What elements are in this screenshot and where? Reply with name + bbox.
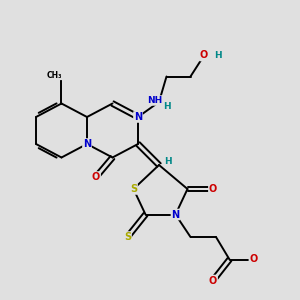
Text: H: H [164, 158, 172, 166]
Text: N: N [83, 139, 91, 149]
Text: O: O [209, 275, 217, 286]
Text: CH₃: CH₃ [46, 70, 62, 80]
Text: N: N [171, 209, 180, 220]
Text: H: H [164, 102, 171, 111]
Text: O: O [200, 50, 208, 61]
Text: N: N [134, 112, 142, 122]
Text: O: O [209, 184, 217, 194]
Text: O: O [92, 172, 100, 182]
Text: O: O [249, 254, 258, 265]
Text: H: H [214, 51, 221, 60]
Text: NH: NH [147, 96, 162, 105]
Text: S: S [130, 184, 137, 194]
Text: S: S [124, 232, 131, 242]
